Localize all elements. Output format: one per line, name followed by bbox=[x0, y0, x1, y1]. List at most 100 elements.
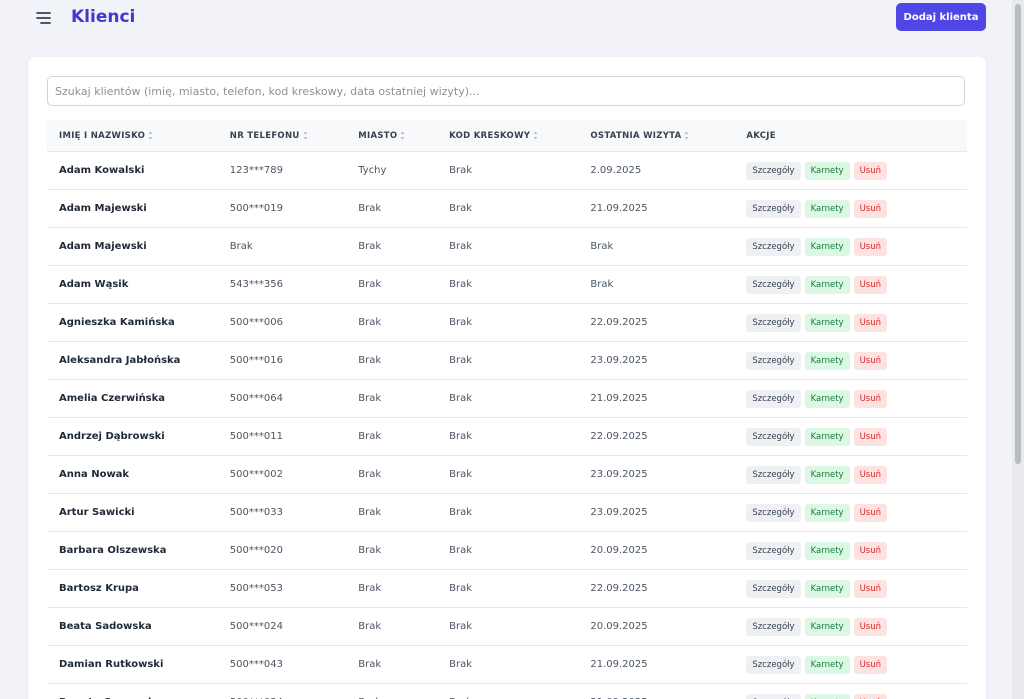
delete-button[interactable]: Usuń bbox=[853, 503, 887, 522]
details-button[interactable]: Szczegóły bbox=[746, 275, 801, 294]
details-button[interactable]: Szczegóły bbox=[746, 351, 801, 370]
passes-button[interactable]: Karnety bbox=[804, 199, 850, 218]
client-name: Agnieszka Kamińska bbox=[47, 303, 230, 342]
cell: Brak bbox=[449, 569, 591, 608]
passes-button[interactable]: Karnety bbox=[804, 617, 850, 636]
client-name: Adam Majewski bbox=[47, 227, 230, 266]
cell: 500***043 bbox=[229, 645, 359, 684]
passes-button[interactable]: Karnety bbox=[804, 389, 850, 408]
column-header[interactable]: NR TELEFONU bbox=[229, 120, 359, 152]
delete-button[interactable]: Usuń bbox=[853, 313, 887, 332]
sort-icon[interactable] bbox=[400, 131, 405, 140]
cell: Brak bbox=[358, 607, 450, 646]
cell: Brak bbox=[449, 189, 591, 228]
client-row: Andrzej Dąbrowski 500***011 Brak Brak 22.09.… bbox=[47, 417, 967, 456]
details-button[interactable]: Szczegóły bbox=[746, 541, 801, 560]
delete-button[interactable]: Usuń bbox=[853, 237, 887, 256]
passes-button[interactable]: Karnety bbox=[804, 655, 850, 674]
details-button[interactable]: Szczegóły bbox=[746, 465, 801, 484]
client-name: Amelia Czerwińska bbox=[47, 379, 230, 418]
cell: 23.09.2025 bbox=[590, 341, 747, 380]
client-row: Artur Sawicki 500***033 Brak Brak 23.09.2025… bbox=[47, 493, 967, 532]
passes-button[interactable]: Karnety bbox=[804, 503, 850, 522]
client-row: Adam Wąsik 543***356 Brak Brak Brak Szczegóły… bbox=[47, 265, 967, 304]
cell: Brak bbox=[449, 683, 591, 699]
passes-button[interactable]: Karnety bbox=[804, 351, 850, 370]
cell: Brak bbox=[358, 303, 450, 342]
menu-icon[interactable] bbox=[36, 11, 52, 25]
passes-button[interactable]: Karnety bbox=[804, 541, 850, 560]
passes-button[interactable]: Karnety bbox=[804, 275, 850, 294]
cell: 500***024 bbox=[229, 607, 359, 646]
cell: 500***020 bbox=[229, 531, 359, 570]
details-button[interactable]: Szczegóły bbox=[746, 617, 801, 636]
cell: Brak bbox=[449, 379, 591, 418]
client-row: Beata Sadowska 500***024 Brak Brak 20.09.202… bbox=[47, 607, 967, 646]
cell: 500***006 bbox=[229, 303, 359, 342]
column-header[interactable]: MIASTO bbox=[358, 120, 450, 152]
sort-icon[interactable] bbox=[533, 131, 538, 140]
details-button[interactable]: Szczegóły bbox=[746, 579, 801, 598]
sort-icon[interactable] bbox=[303, 131, 308, 140]
client-row: Adam Majewski 500***019 Brak Brak 21.09.2025… bbox=[47, 189, 967, 228]
details-button[interactable]: Szczegóły bbox=[746, 161, 801, 180]
delete-button[interactable]: Usuń bbox=[853, 275, 887, 294]
client-name: Damian Rutkowski bbox=[47, 645, 230, 684]
cell: Brak bbox=[358, 265, 450, 304]
scrollbar-thumb[interactable] bbox=[1015, 4, 1021, 464]
cell: Brak bbox=[449, 151, 591, 190]
details-button[interactable]: Szczegóły bbox=[746, 427, 801, 446]
details-button[interactable]: Szczegóły bbox=[746, 389, 801, 408]
cell: Brak bbox=[449, 227, 591, 266]
sort-icon[interactable] bbox=[148, 131, 153, 140]
column-header[interactable]: OSTATNIA WIZYTA bbox=[590, 120, 747, 152]
client-row: Adam Kowalski 123***789 Tychy Brak 2.09.2025… bbox=[47, 151, 967, 190]
delete-button[interactable]: Usuń bbox=[853, 199, 887, 218]
scrollbar[interactable] bbox=[1012, 0, 1024, 699]
client-row: Damian Rutkowski 500***043 Brak Brak 21.09.2… bbox=[47, 645, 967, 684]
passes-button[interactable]: Karnety bbox=[804, 237, 850, 256]
delete-button[interactable]: Usuń bbox=[853, 693, 887, 699]
delete-button[interactable]: Usuń bbox=[853, 465, 887, 484]
details-button[interactable]: Szczegóły bbox=[746, 693, 801, 699]
column-label: KOD KRESKOWY bbox=[449, 130, 531, 141]
delete-button[interactable]: Usuń bbox=[853, 351, 887, 370]
passes-button[interactable]: Karnety bbox=[804, 579, 850, 598]
cell: 21.09.2025 bbox=[590, 645, 747, 684]
cell: 543***356 bbox=[229, 265, 359, 304]
details-button[interactable]: Szczegóły bbox=[746, 503, 801, 522]
column-header: AKCJE bbox=[746, 120, 967, 152]
search-input[interactable] bbox=[47, 76, 965, 106]
delete-button[interactable]: Usuń bbox=[853, 161, 887, 180]
delete-button[interactable]: Usuń bbox=[853, 655, 887, 674]
cell: Brak bbox=[358, 227, 450, 266]
passes-button[interactable]: Karnety bbox=[804, 427, 850, 446]
passes-button[interactable]: Karnety bbox=[804, 313, 850, 332]
details-button[interactable]: Szczegóły bbox=[746, 655, 801, 674]
cell: Brak bbox=[449, 455, 591, 494]
add-client-button[interactable]: Dodaj klienta bbox=[896, 3, 986, 31]
details-button[interactable]: Szczegóły bbox=[746, 313, 801, 332]
passes-button[interactable]: Karnety bbox=[804, 465, 850, 484]
column-header[interactable]: KOD KRESKOWY bbox=[449, 120, 591, 152]
delete-button[interactable]: Usuń bbox=[853, 541, 887, 560]
delete-button[interactable]: Usuń bbox=[853, 579, 887, 598]
cell: Brak bbox=[358, 379, 450, 418]
passes-button[interactable]: Karnety bbox=[804, 693, 850, 699]
delete-button[interactable]: Usuń bbox=[853, 427, 887, 446]
details-button[interactable]: Szczegóły bbox=[746, 237, 801, 256]
cell: Brak bbox=[358, 189, 450, 228]
sort-icon[interactable] bbox=[684, 131, 689, 140]
passes-button[interactable]: Karnety bbox=[804, 161, 850, 180]
details-button[interactable]: Szczegóły bbox=[746, 199, 801, 218]
delete-button[interactable]: Usuń bbox=[853, 617, 887, 636]
delete-button[interactable]: Usuń bbox=[853, 389, 887, 408]
client-row: Bartosz Krupa 500***053 Brak Brak 22.09.2025… bbox=[47, 569, 967, 608]
column-header[interactable]: IMIĘ I NAZWISKO bbox=[47, 120, 230, 152]
